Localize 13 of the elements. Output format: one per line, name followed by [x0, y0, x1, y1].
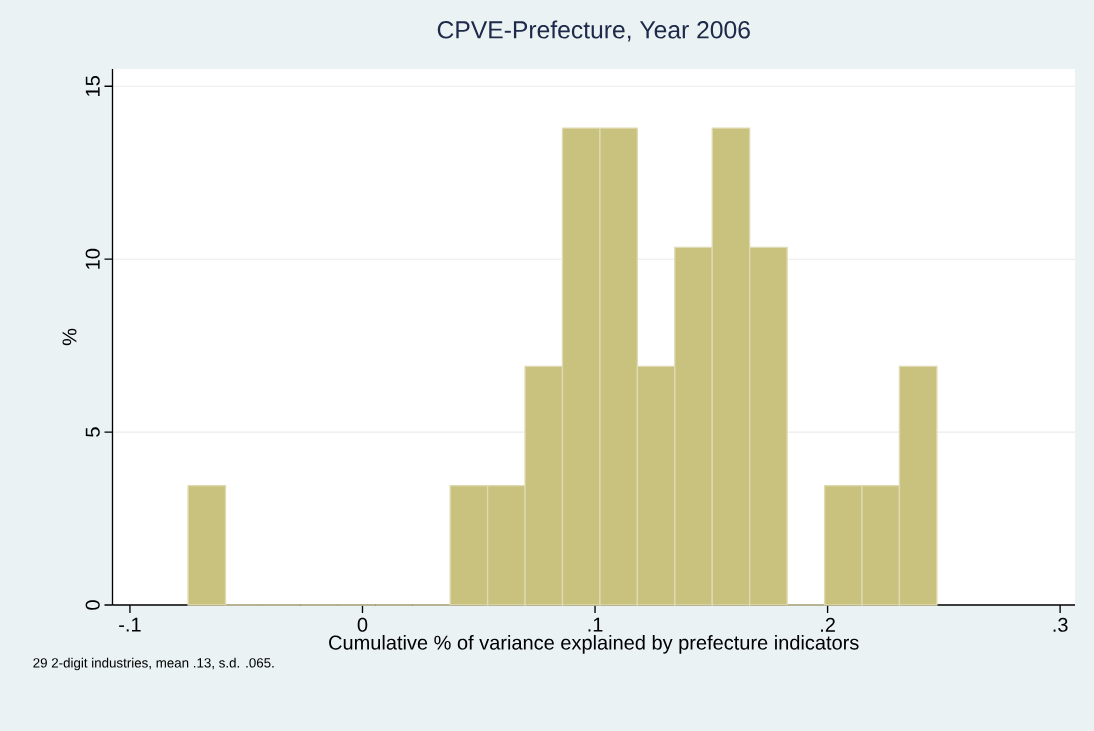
x-tick-label: .3	[1053, 617, 1068, 632]
y-tick-label: 15	[85, 76, 100, 96]
y-tick-label: 0	[85, 600, 100, 610]
x-axis-title: Cumulative % of variance explained by prefecture indicators	[329, 635, 859, 654]
y-axis-title: %	[62, 328, 77, 346]
x-tick-label: .1	[588, 617, 603, 632]
text: 29 2-digit industries, mean .13, s.d. .065.	[33, 657, 274, 671]
x-tick-label: -.1	[119, 617, 141, 632]
x-tick-label: .2	[821, 617, 835, 632]
y-tick-label: 10	[85, 248, 100, 269]
chart-title: CPVE-Prefecture, Year 2006	[437, 20, 750, 42]
y-tick-label: 5	[85, 427, 100, 437]
x-tick-label: 0	[357, 617, 368, 632]
